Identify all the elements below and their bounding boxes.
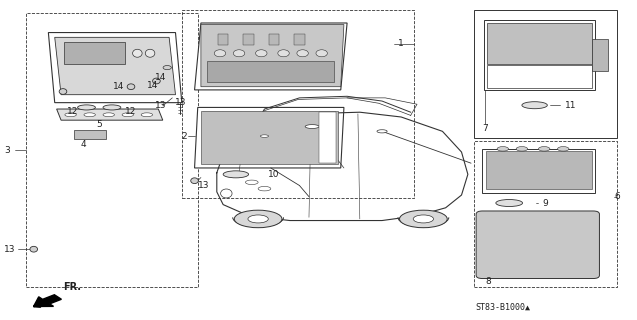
Text: 7: 7 (482, 124, 488, 132)
FancyBboxPatch shape (487, 65, 592, 88)
Ellipse shape (305, 124, 319, 128)
FancyArrow shape (34, 295, 61, 307)
Ellipse shape (59, 89, 67, 94)
Ellipse shape (223, 171, 248, 178)
Ellipse shape (255, 50, 267, 57)
FancyBboxPatch shape (476, 211, 599, 278)
Text: 6: 6 (615, 192, 620, 201)
Text: 13: 13 (4, 245, 15, 254)
Ellipse shape (153, 78, 161, 84)
Text: 8: 8 (485, 277, 490, 286)
FancyBboxPatch shape (483, 20, 595, 90)
Text: 11: 11 (564, 101, 576, 110)
Ellipse shape (258, 187, 271, 191)
Ellipse shape (399, 210, 447, 228)
Ellipse shape (316, 50, 327, 57)
Ellipse shape (245, 180, 258, 185)
Ellipse shape (145, 49, 155, 57)
Ellipse shape (413, 215, 434, 223)
Polygon shape (194, 108, 344, 168)
Ellipse shape (496, 199, 522, 206)
Text: 13: 13 (175, 98, 187, 107)
Ellipse shape (278, 50, 289, 57)
Ellipse shape (141, 113, 153, 117)
Text: 13: 13 (197, 181, 209, 190)
Ellipse shape (377, 130, 387, 133)
Text: 14: 14 (155, 73, 166, 82)
Ellipse shape (65, 113, 76, 117)
Ellipse shape (103, 113, 115, 117)
Polygon shape (194, 23, 347, 90)
Polygon shape (48, 33, 182, 103)
FancyBboxPatch shape (487, 23, 592, 64)
Polygon shape (201, 25, 344, 87)
Text: 1: 1 (398, 39, 404, 48)
FancyBboxPatch shape (485, 151, 592, 189)
FancyBboxPatch shape (269, 34, 279, 45)
Ellipse shape (516, 147, 527, 151)
FancyBboxPatch shape (592, 39, 608, 71)
Ellipse shape (190, 178, 198, 184)
Ellipse shape (234, 210, 282, 228)
Text: 4: 4 (80, 140, 86, 148)
Polygon shape (201, 111, 338, 164)
Ellipse shape (214, 50, 225, 57)
Ellipse shape (497, 147, 508, 151)
Text: 3: 3 (4, 146, 10, 155)
Text: ST83-B1000▲: ST83-B1000▲ (475, 302, 531, 311)
Ellipse shape (538, 147, 550, 151)
Ellipse shape (78, 105, 96, 110)
Ellipse shape (261, 135, 269, 137)
Ellipse shape (297, 50, 308, 57)
Text: 10: 10 (268, 171, 279, 180)
Ellipse shape (220, 189, 232, 198)
Text: 2: 2 (182, 132, 187, 140)
Ellipse shape (557, 147, 569, 151)
FancyBboxPatch shape (243, 34, 254, 45)
Text: 13: 13 (154, 101, 166, 110)
Text: 12: 12 (125, 107, 136, 116)
Ellipse shape (233, 50, 245, 57)
Ellipse shape (30, 246, 38, 252)
Ellipse shape (103, 105, 121, 110)
Text: 14: 14 (147, 81, 158, 90)
Ellipse shape (84, 113, 96, 117)
Ellipse shape (132, 49, 142, 57)
Polygon shape (55, 37, 175, 95)
FancyBboxPatch shape (318, 112, 336, 163)
Text: 12: 12 (68, 107, 79, 116)
FancyBboxPatch shape (218, 34, 228, 45)
Text: 9: 9 (542, 198, 548, 207)
Ellipse shape (122, 113, 134, 117)
Polygon shape (57, 109, 163, 120)
Ellipse shape (248, 215, 268, 223)
FancyBboxPatch shape (74, 130, 106, 139)
Text: FR.: FR. (63, 283, 81, 292)
Text: 14: 14 (113, 82, 125, 91)
Ellipse shape (163, 66, 171, 70)
FancyBboxPatch shape (64, 42, 125, 64)
Ellipse shape (127, 84, 135, 90)
FancyBboxPatch shape (207, 61, 334, 82)
Text: 5: 5 (96, 120, 102, 130)
FancyBboxPatch shape (482, 149, 595, 194)
Ellipse shape (522, 102, 547, 109)
FancyBboxPatch shape (474, 10, 617, 138)
FancyBboxPatch shape (294, 34, 304, 45)
